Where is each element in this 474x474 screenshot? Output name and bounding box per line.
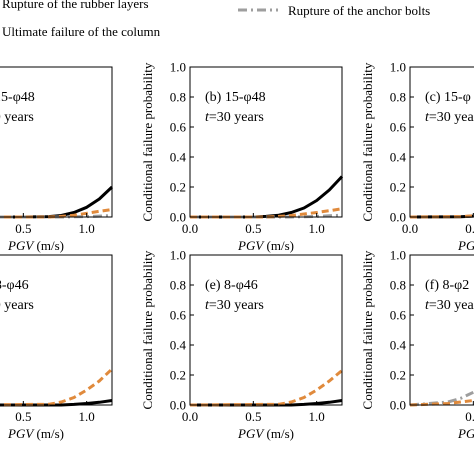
series-line [409, 390, 474, 407]
x-tick-label: 0.0 [182, 409, 198, 424]
y-axis-label: Conditional failure probability [140, 62, 155, 221]
y-tick-label: 0.0 [170, 210, 186, 225]
x-tick-label: 1.0 [79, 221, 95, 236]
x-axis-label: PGV (m/s) [237, 426, 294, 441]
legend-label: Rupture of the rubber layers [2, 0, 149, 11]
y-tick-label: 0.4 [170, 338, 187, 353]
legend-label: Rupture of the anchor bolts [288, 3, 430, 18]
y-tick-label: 1.0 [390, 60, 406, 75]
panel-label: (d) 8-φ46 [0, 278, 29, 293]
y-tick-label: 0.0 [390, 210, 406, 225]
y-tick-label: 0.2 [170, 180, 186, 195]
y-tick-label: 1.0 [170, 60, 186, 75]
time-label: t=30 years [205, 298, 264, 313]
series-line [409, 399, 474, 407]
panel-label: (f) 8-φ2 [425, 278, 469, 293]
y-tick-label: 0.6 [390, 120, 407, 135]
x-axis-label: PGV (m/s) [457, 426, 474, 441]
x-axis-label: PGV (m/s) [7, 238, 64, 253]
series-line [0, 367, 114, 407]
y-tick-label: 0.8 [170, 90, 186, 105]
time-label: t=30 years [205, 110, 264, 125]
y-tick-label: 0.8 [390, 90, 406, 105]
time-label: t=30 years [0, 110, 34, 125]
panel-e: 0.0 0.2 0.4 0.6 0.8 1.0 0.0 0.5 1.0 Conditional f… [140, 248, 343, 441]
x-tick-label: 0.5 [465, 409, 474, 424]
series-line [189, 369, 343, 407]
y-tick-label: 0.8 [390, 278, 406, 293]
panel-label: (c) 15-φ [425, 90, 471, 105]
y-axis-label: Conditional failure probability [360, 250, 375, 409]
x-tick-label: 0.5 [15, 409, 31, 424]
x-tick-label: 1.0 [309, 409, 325, 424]
x-tick-label: 0.5 [465, 221, 474, 236]
y-tick-label: 0.8 [170, 278, 186, 293]
time-label: t=30 years [0, 298, 34, 313]
panel-label: (a) 15-φ48 [0, 90, 35, 105]
y-tick-label: 0.4 [170, 150, 187, 165]
y-tick-label: 0.6 [170, 120, 187, 135]
y-tick-label: 0.4 [390, 150, 407, 165]
panel-label: (b) 15-φ48 [205, 90, 266, 105]
x-tick-label: 0.0 [182, 221, 198, 236]
x-axis-label: PGV (m/s) [237, 238, 294, 253]
x-tick-label: 0.0 [402, 221, 418, 236]
series-line [190, 175, 344, 219]
panel-f: 0.0 0.2 0.4 0.6 0.8 1.0 0.5 Conditional failure… [360, 248, 474, 441]
plot-frame [189, 254, 343, 406]
x-tick-label: 0.5 [245, 221, 261, 236]
y-tick-label: 0.0 [390, 398, 406, 413]
time-label: t=30 years [425, 298, 474, 313]
plot-frame [409, 66, 474, 218]
y-tick-label: 0.6 [390, 308, 407, 323]
y-tick-label: 1.0 [390, 248, 406, 263]
y-tick-label: 0.0 [170, 398, 186, 413]
x-tick-label: 0.5 [15, 221, 31, 236]
legend: Rupture of the rubber layers Rupture of t… [2, 0, 430, 39]
plot-frame [409, 254, 474, 406]
plot-frame [0, 66, 113, 218]
x-axis-label: PGV (m/s) [457, 238, 474, 253]
x-axis-label: PGV (m/s) [7, 426, 64, 441]
panel-c: 0.0 0.2 0.4 0.6 0.8 1.0 0.0 0.5 Conditional fail… [360, 60, 474, 253]
y-tick-label: 0.6 [170, 308, 187, 323]
y-tick-label: 1.0 [170, 248, 186, 263]
y-tick-label: 0.2 [390, 368, 406, 383]
panel-label: (e) 8-φ46 [205, 278, 258, 293]
plot-frame [0, 254, 113, 406]
x-tick-label: 0.5 [245, 409, 261, 424]
panel-b: 0.0 0.2 0.4 0.6 0.8 1.0 0.0 0.5 1.0 Conditional f… [140, 60, 344, 253]
legend-label: Ultimate failure of the column [2, 24, 161, 39]
y-tick-label: 0.2 [390, 180, 406, 195]
time-label: t=30 years [425, 110, 474, 125]
x-tick-label: 1.0 [79, 409, 95, 424]
y-tick-label: 0.4 [390, 338, 407, 353]
plot-frame [189, 66, 343, 218]
y-axis-label: Conditional failure probability [140, 250, 155, 409]
y-axis-label: Conditional failure probability [360, 62, 375, 221]
y-tick-label: 0.2 [170, 368, 186, 383]
x-tick-label: 1.0 [309, 221, 325, 236]
